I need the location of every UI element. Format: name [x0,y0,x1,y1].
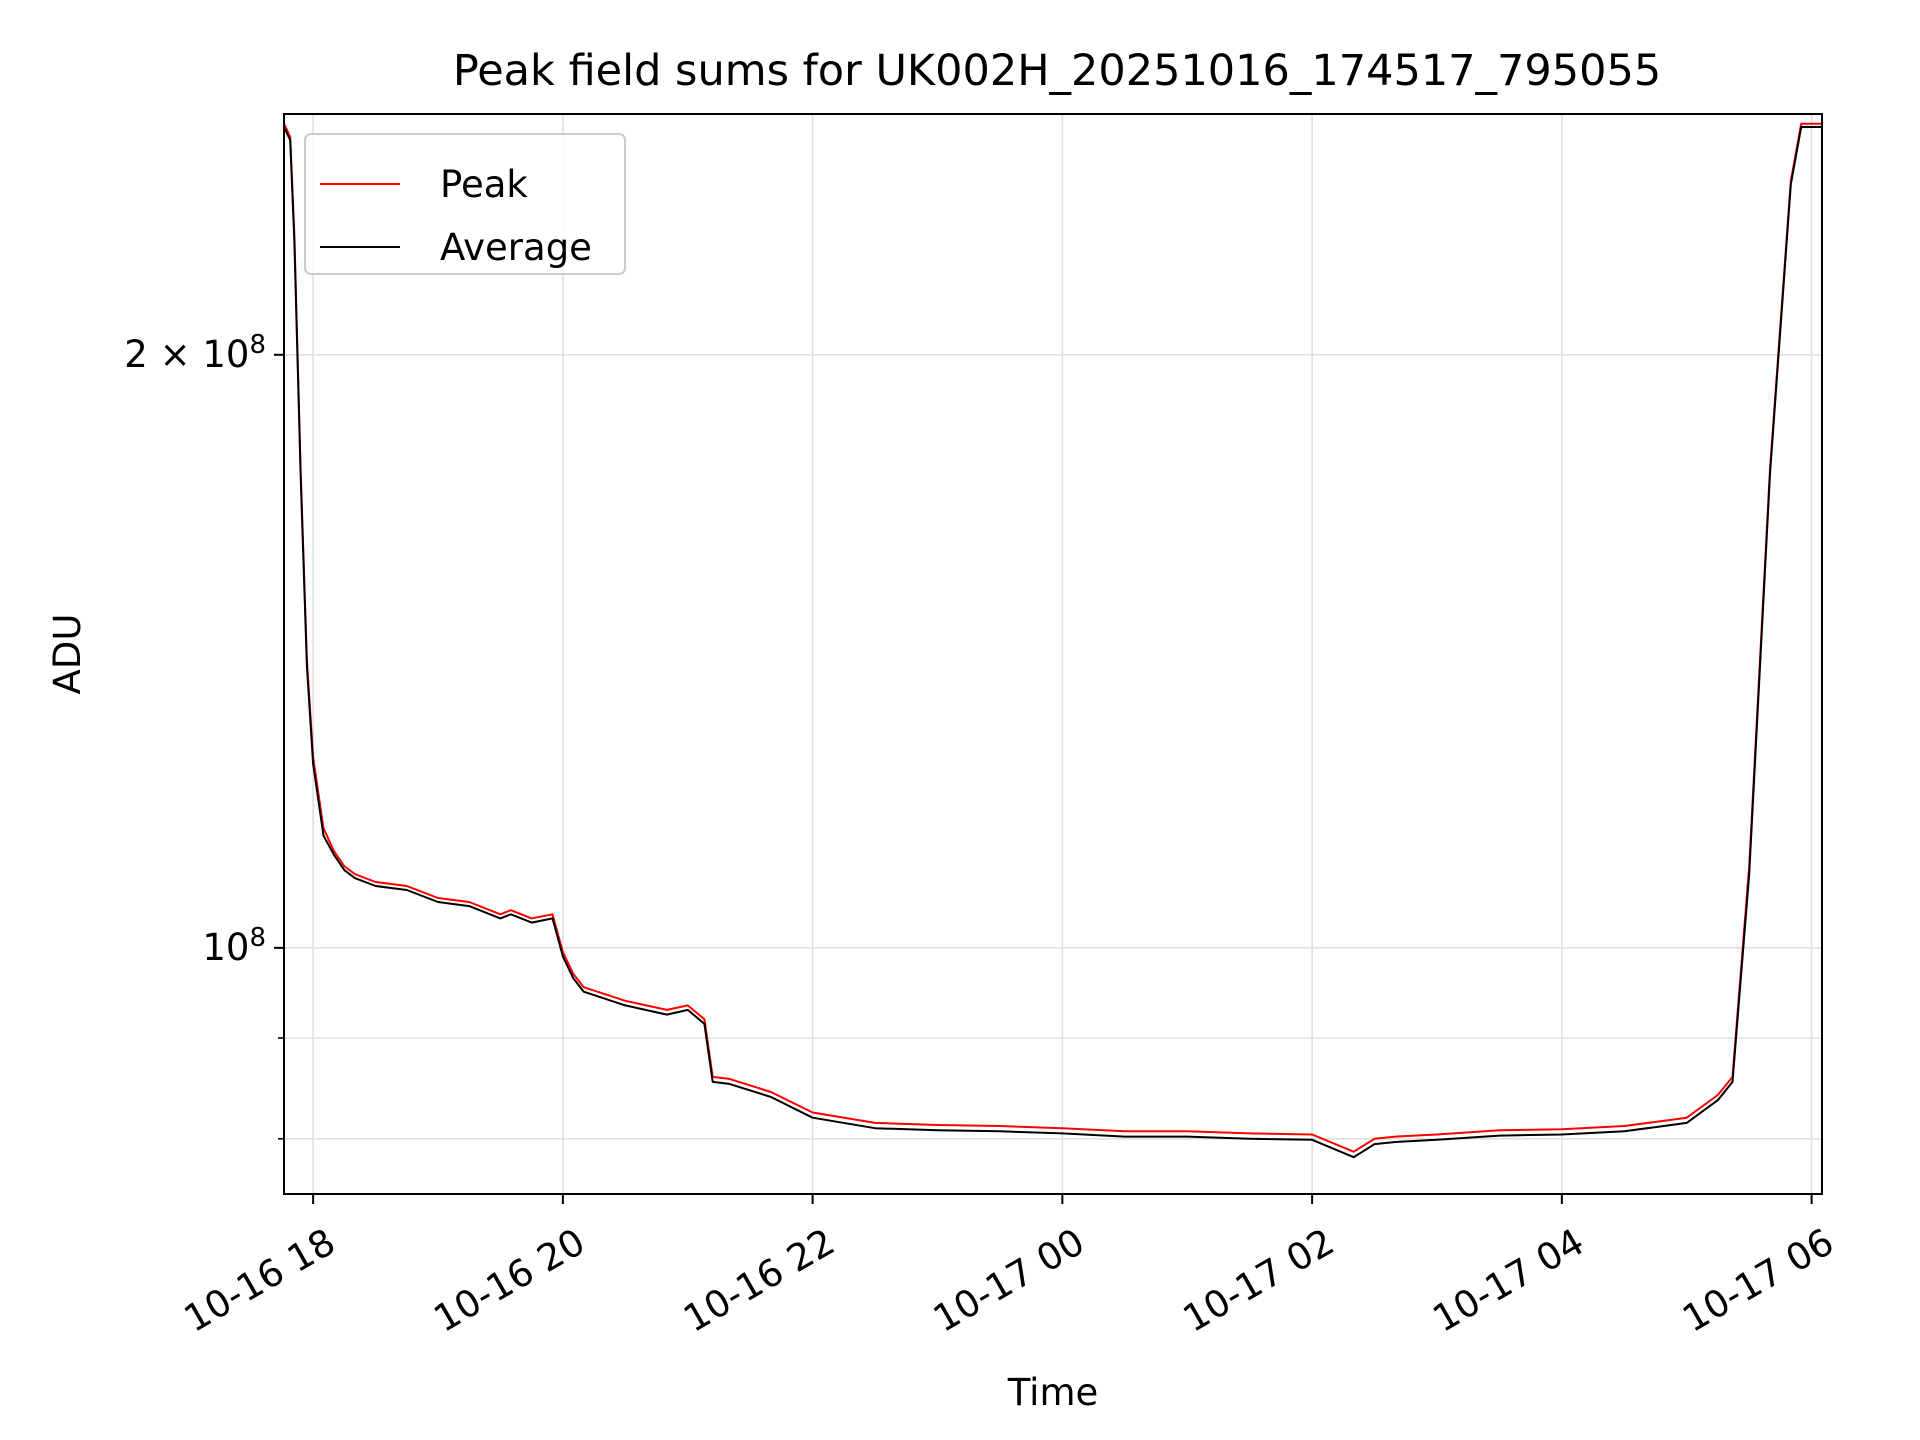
x-tick-label: 10-16 20 [427,1220,593,1340]
series-layer [283,122,1822,1159]
x-tick-label: 10-16 22 [676,1220,842,1340]
legend: Peak Average [304,133,626,275]
x-tick-label: 10-17 00 [926,1220,1092,1340]
x-tick-label: 10-17 06 [1675,1220,1841,1340]
legend-box [304,133,626,275]
y-axis-label: ADU [46,614,89,695]
chart-title: Peak field sums for UK002H_20251016_1745… [453,46,1661,96]
grid [284,114,1822,1194]
x-axis-label: Time [1007,1371,1099,1414]
y-tick-label: 108 [202,923,266,969]
legend-label: Average [440,226,592,269]
x-tick-label: 10-17 02 [1176,1220,1342,1340]
x-tick-label: 10-16 18 [177,1220,343,1340]
x-tick-label: 10-17 04 [1426,1220,1592,1340]
axes: 10-16 18 10-16 20 10-16 22 10-17 00 10-17 02… [124,330,1841,1341]
series-line-average [283,126,1822,1159]
plot-frame [283,113,1823,1195]
series-line-peak [283,122,1822,1153]
y-tick-label: 2 × 108 [124,330,266,376]
legend-label: Peak [440,163,528,206]
